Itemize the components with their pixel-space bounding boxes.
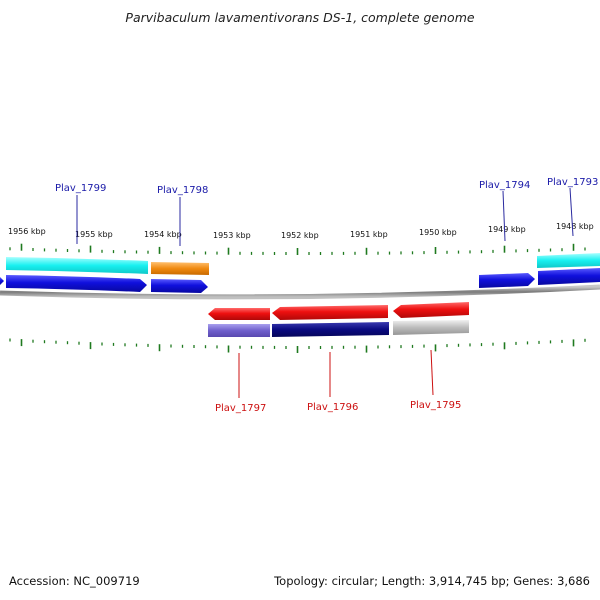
cds-arrow-forward[interactable] [0, 277, 4, 285]
gene-label-plav-1798[interactable]: Plav_1798 [157, 185, 208, 196]
feature-bar-navy[interactable] [272, 322, 389, 337]
kbp-label: 1948 kbp [556, 222, 594, 231]
kbp-label: 1955 kbp [75, 230, 113, 239]
kbp-label: 1951 kbp [350, 230, 388, 239]
cds-arrow-forward[interactable] [6, 275, 147, 292]
inner-tick-scale [9, 338, 586, 353]
cds-arrow-reverse[interactable] [393, 302, 469, 318]
cds-arrow-reverse[interactable] [272, 305, 388, 320]
outer-tick-scale [9, 243, 586, 255]
gene-leader-lines [76, 187, 574, 398]
genome-summary-text: Topology: circular; Length: 3,914,745 bp… [274, 574, 590, 588]
kbp-label: 1956 kbp [8, 227, 46, 236]
gene-label-plav-1796[interactable]: Plav_1796 [307, 402, 358, 413]
kbp-label: 1953 kbp [213, 231, 251, 240]
reverse-feature-bars [208, 320, 469, 337]
feature-bar-orange[interactable] [151, 262, 209, 275]
kbp-label: 1950 kbp [419, 228, 457, 237]
gene-label-plav-1797[interactable]: Plav_1797 [215, 403, 266, 414]
forward-feature-bars [6, 253, 600, 275]
kbp-label: 1954 kbp [144, 230, 182, 239]
gene-label-plav-1793[interactable]: Plav_1793 [547, 177, 598, 188]
feature-bar-cyan[interactable] [6, 257, 148, 274]
accession-text: Accession: NC_009719 [9, 574, 140, 588]
cds-arrow-forward[interactable] [151, 279, 208, 293]
cds-arrow-forward[interactable] [479, 273, 535, 288]
cds-arrow-forward[interactable] [538, 268, 600, 285]
gene-label-plav-1799[interactable]: Plav_1799 [55, 183, 106, 194]
feature-bar-gray[interactable] [393, 320, 469, 335]
feature-bar-cyan[interactable] [537, 253, 600, 268]
kbp-label: 1949 kbp [488, 225, 526, 234]
reverse-cds-arrows [208, 302, 469, 320]
cds-arrow-reverse[interactable] [208, 308, 270, 320]
feature-bar-purple[interactable] [208, 324, 270, 337]
gene-label-plav-1794[interactable]: Plav_1794 [479, 180, 530, 191]
genome-backbone [0, 284, 600, 300]
gene-label-plav-1795[interactable]: Plav_1795 [410, 400, 461, 411]
genome-title: Parvibaculum lavamentivorans DS-1, compl… [125, 10, 475, 25]
reverse-gene-labels: Plav_1797 Plav_1796 Plav_1795 [215, 400, 461, 414]
kbp-scale-labels: 1956 kbp 1955 kbp 1954 kbp 1953 kbp 1952… [8, 222, 594, 240]
kbp-label: 1952 kbp [281, 231, 319, 240]
forward-cds-arrows [0, 268, 600, 293]
forward-gene-labels: Plav_1799 Plav_1798 Plav_1794 Plav_1793 [55, 177, 598, 196]
